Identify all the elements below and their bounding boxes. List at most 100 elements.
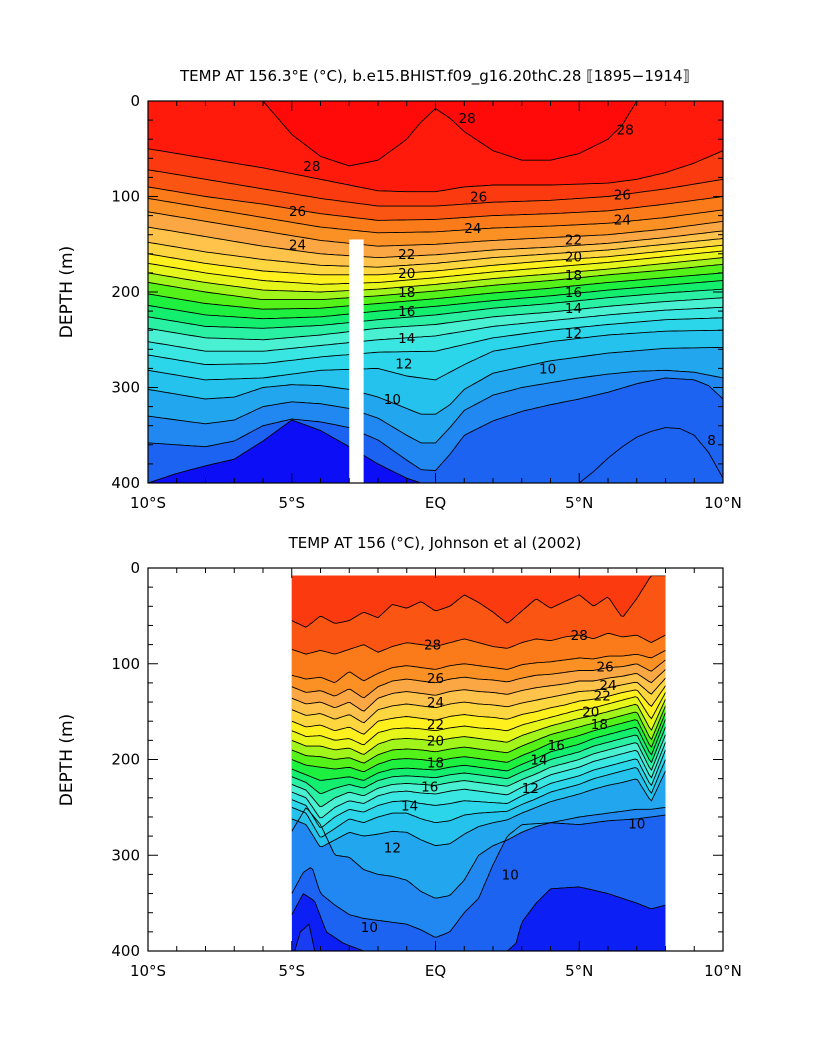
isotherm-line-26 — [148, 186, 723, 221]
contour-lines — [291, 575, 666, 951]
isotherm-line-11 — [148, 329, 723, 381]
isotherm-line-18 — [291, 719, 666, 781]
bottom-panel: TEMP AT 156 (°C), Johnson et al (2002) D… — [57, 534, 742, 980]
contour-label: 10 — [628, 817, 645, 833]
contour-label: 14 — [565, 301, 582, 317]
isotherm-line-9 — [148, 369, 723, 444]
contour-label: 12 — [522, 781, 539, 797]
y-tick-label: 100 — [111, 188, 140, 206]
isotherm-line-26 — [291, 659, 666, 699]
contour-label: 8 — [707, 433, 716, 449]
contour-label: 26 — [289, 204, 306, 220]
contour-label: 12 — [565, 326, 582, 342]
x-tick-label: EQ — [425, 494, 446, 512]
isotherm-line-15 — [148, 288, 723, 329]
x-tick-label: 10°S — [130, 494, 166, 512]
contour-label: 22 — [594, 688, 611, 704]
isotherm-line-8 — [148, 377, 723, 472]
bottom-panel-title: TEMP AT 156 (°C), Johnson et al (2002) — [288, 534, 582, 552]
contour-label: 24 — [614, 212, 631, 228]
isotherm-line-27 — [148, 169, 723, 207]
contour-label: 12 — [395, 357, 412, 373]
isotherm-line-23 — [148, 226, 723, 259]
isotherm-line-11 — [291, 806, 666, 899]
isotherm-line-15 — [291, 742, 666, 819]
top-panel-y-axis-label: DEPTH (m) — [57, 246, 77, 338]
contour-label: 26 — [597, 660, 614, 676]
y-tick-label: 200 — [111, 283, 140, 301]
y-tick-label: 400 — [111, 942, 140, 960]
contour-label: 24 — [599, 678, 616, 694]
contour-label: 18 — [591, 717, 608, 733]
isotherm-line-28 — [148, 148, 723, 193]
contour-label: 26 — [427, 671, 444, 687]
x-tick-label: 5°S — [278, 962, 305, 980]
x-tick-label: 10°S — [130, 962, 166, 980]
contour-label: 28 — [571, 628, 588, 644]
isotherm-line-14 — [291, 749, 666, 828]
contour-label: 26 — [470, 190, 487, 206]
contour-label: 12 — [384, 841, 401, 857]
isotherm-line-14 — [148, 297, 723, 341]
y-tick-label: 300 — [111, 846, 140, 864]
isotherm-line-24 — [291, 677, 666, 724]
contour-label: 14 — [530, 753, 547, 769]
isotherm-line-16 — [148, 280, 723, 320]
isotherm-line-13 — [291, 759, 666, 838]
contour-label: 18 — [427, 755, 444, 771]
contour-label: 22 — [427, 717, 444, 733]
contour-label: 28 — [459, 111, 476, 127]
contour-label: 22 — [565, 232, 582, 248]
y-tick-label: 400 — [111, 474, 140, 492]
y-tick-label: 100 — [111, 655, 140, 673]
x-tick-label: 10°N — [704, 494, 742, 512]
x-tick-label: EQ — [425, 962, 446, 980]
contour-label: 20 — [565, 250, 582, 266]
isotherm-line-16 — [291, 734, 666, 807]
contour-label: 14 — [398, 331, 415, 347]
isotherm-line-25 — [148, 197, 723, 234]
bottom-panel-y-axis-label: DEPTH (m) — [57, 714, 77, 806]
isotherm-line-23 — [291, 685, 666, 735]
isotherm-line-22 — [291, 692, 666, 746]
top-panel: TEMP AT 156.3°E (°C), b.e15.BHIST.f09_g1… — [57, 67, 742, 512]
isotherm-line-27 — [291, 649, 666, 683]
isotherm-line-28 — [291, 633, 666, 655]
isotherm-line-17 — [291, 726, 666, 794]
y-tick-label: 200 — [111, 751, 140, 769]
y-tick-label: 300 — [111, 379, 140, 397]
contour-label: 10 — [502, 867, 519, 883]
isotherm-line-29 — [291, 575, 666, 628]
isotherm-line-22 — [148, 238, 723, 268]
contour-label: 16 — [565, 285, 582, 301]
x-tick-label: 10°N — [704, 962, 742, 980]
contour-label: 24 — [427, 695, 444, 711]
contour-label: 24 — [289, 237, 306, 253]
isotherm-line-19 — [291, 712, 666, 773]
contour-label: 28 — [303, 159, 320, 175]
isotherm-band-29 — [148, 101, 723, 166]
contour-label: 10 — [539, 361, 556, 377]
isotherm-line-21 — [291, 699, 666, 755]
y-tick-label: 0 — [130, 92, 140, 110]
isotherm-line-10 — [291, 814, 666, 938]
isotherm-line-12 — [148, 317, 723, 366]
contour-label: 26 — [614, 188, 631, 204]
x-tick-label: 5°N — [565, 494, 593, 512]
contour-label: 16 — [398, 304, 415, 320]
contour-label: 28 — [424, 638, 441, 654]
contour-label: 16 — [421, 779, 438, 795]
isotherm-line-17 — [148, 272, 723, 310]
isotherm-line-24 — [148, 211, 723, 247]
isotherm-line-7 — [148, 419, 723, 483]
contour-label: 16 — [548, 738, 565, 754]
contour-label: 28 — [617, 123, 634, 139]
isotherm-line-20 — [291, 705, 666, 764]
contour-label: 10 — [384, 392, 401, 408]
isotherm-band-29 — [291, 575, 666, 628]
y-tick-label: 0 — [130, 559, 140, 577]
masked-column — [349, 239, 364, 483]
isotherm-line-6.5 — [579, 427, 723, 483]
contour-label: 22 — [398, 247, 415, 263]
